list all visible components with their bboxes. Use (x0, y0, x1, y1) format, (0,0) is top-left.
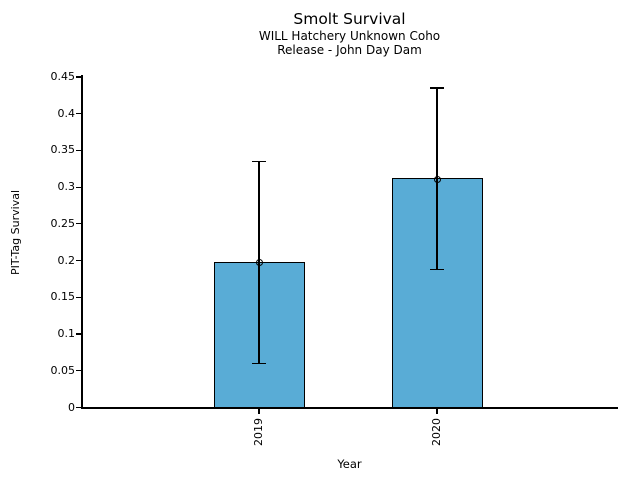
y-tick-label: 0.2 (57, 253, 76, 267)
x-axis-title: Year (337, 457, 362, 471)
y-tick-label: 0.45 (50, 70, 76, 83)
y-tick-label: 0.1 (57, 327, 76, 341)
x-tick-label-2020: 2020 (430, 418, 443, 446)
y-tick-mark (75, 223, 81, 225)
data-point-marker-2020 (433, 175, 441, 183)
y-tick-label: 0.4 (57, 106, 76, 120)
y-tick-label: 0.05 (50, 363, 76, 377)
chart-subtitle-line2: Release - John Day Dam (277, 43, 422, 57)
y-tick-mark (75, 370, 81, 372)
chart-subtitle-line1: WILL Hatchery Unknown Coho (258, 29, 441, 43)
x-tick-label-2019: 2019 (252, 418, 265, 446)
y-tick-mark (75, 113, 81, 115)
y-tick-mark (75, 406, 81, 409)
data-point-marker-2019 (255, 259, 263, 267)
y-tick-mark (75, 260, 81, 262)
error-bar-cap-top (430, 87, 444, 89)
x-axis-line (81, 407, 618, 409)
y-tick-mark (75, 149, 81, 152)
error-bar-cap-bottom (252, 362, 266, 365)
y-tick-mark (75, 296, 81, 298)
y-tick-label: 0.25 (50, 216, 76, 230)
y-tick-mark (75, 186, 81, 188)
y-tick-label: 0.35 (50, 143, 76, 157)
x-tick-mark (436, 408, 438, 414)
y-tick-label: 0 (68, 400, 75, 414)
error-bar-cap-bottom (430, 268, 444, 271)
bar-2020 (391, 178, 483, 409)
x-tick-mark (258, 408, 260, 414)
y-tick-label: 0.3 (57, 180, 76, 194)
chart-title: Smolt Survival (293, 10, 406, 28)
error-bar-cap-top (252, 160, 266, 163)
y-tick-label: 0.15 (50, 290, 76, 304)
y-tick-mark (75, 333, 81, 335)
y-axis-line (81, 75, 83, 409)
y-tick-mark (75, 76, 81, 78)
title-block: Smolt Survival WILL Hatchery Unknown Coh… (82, 9, 617, 57)
